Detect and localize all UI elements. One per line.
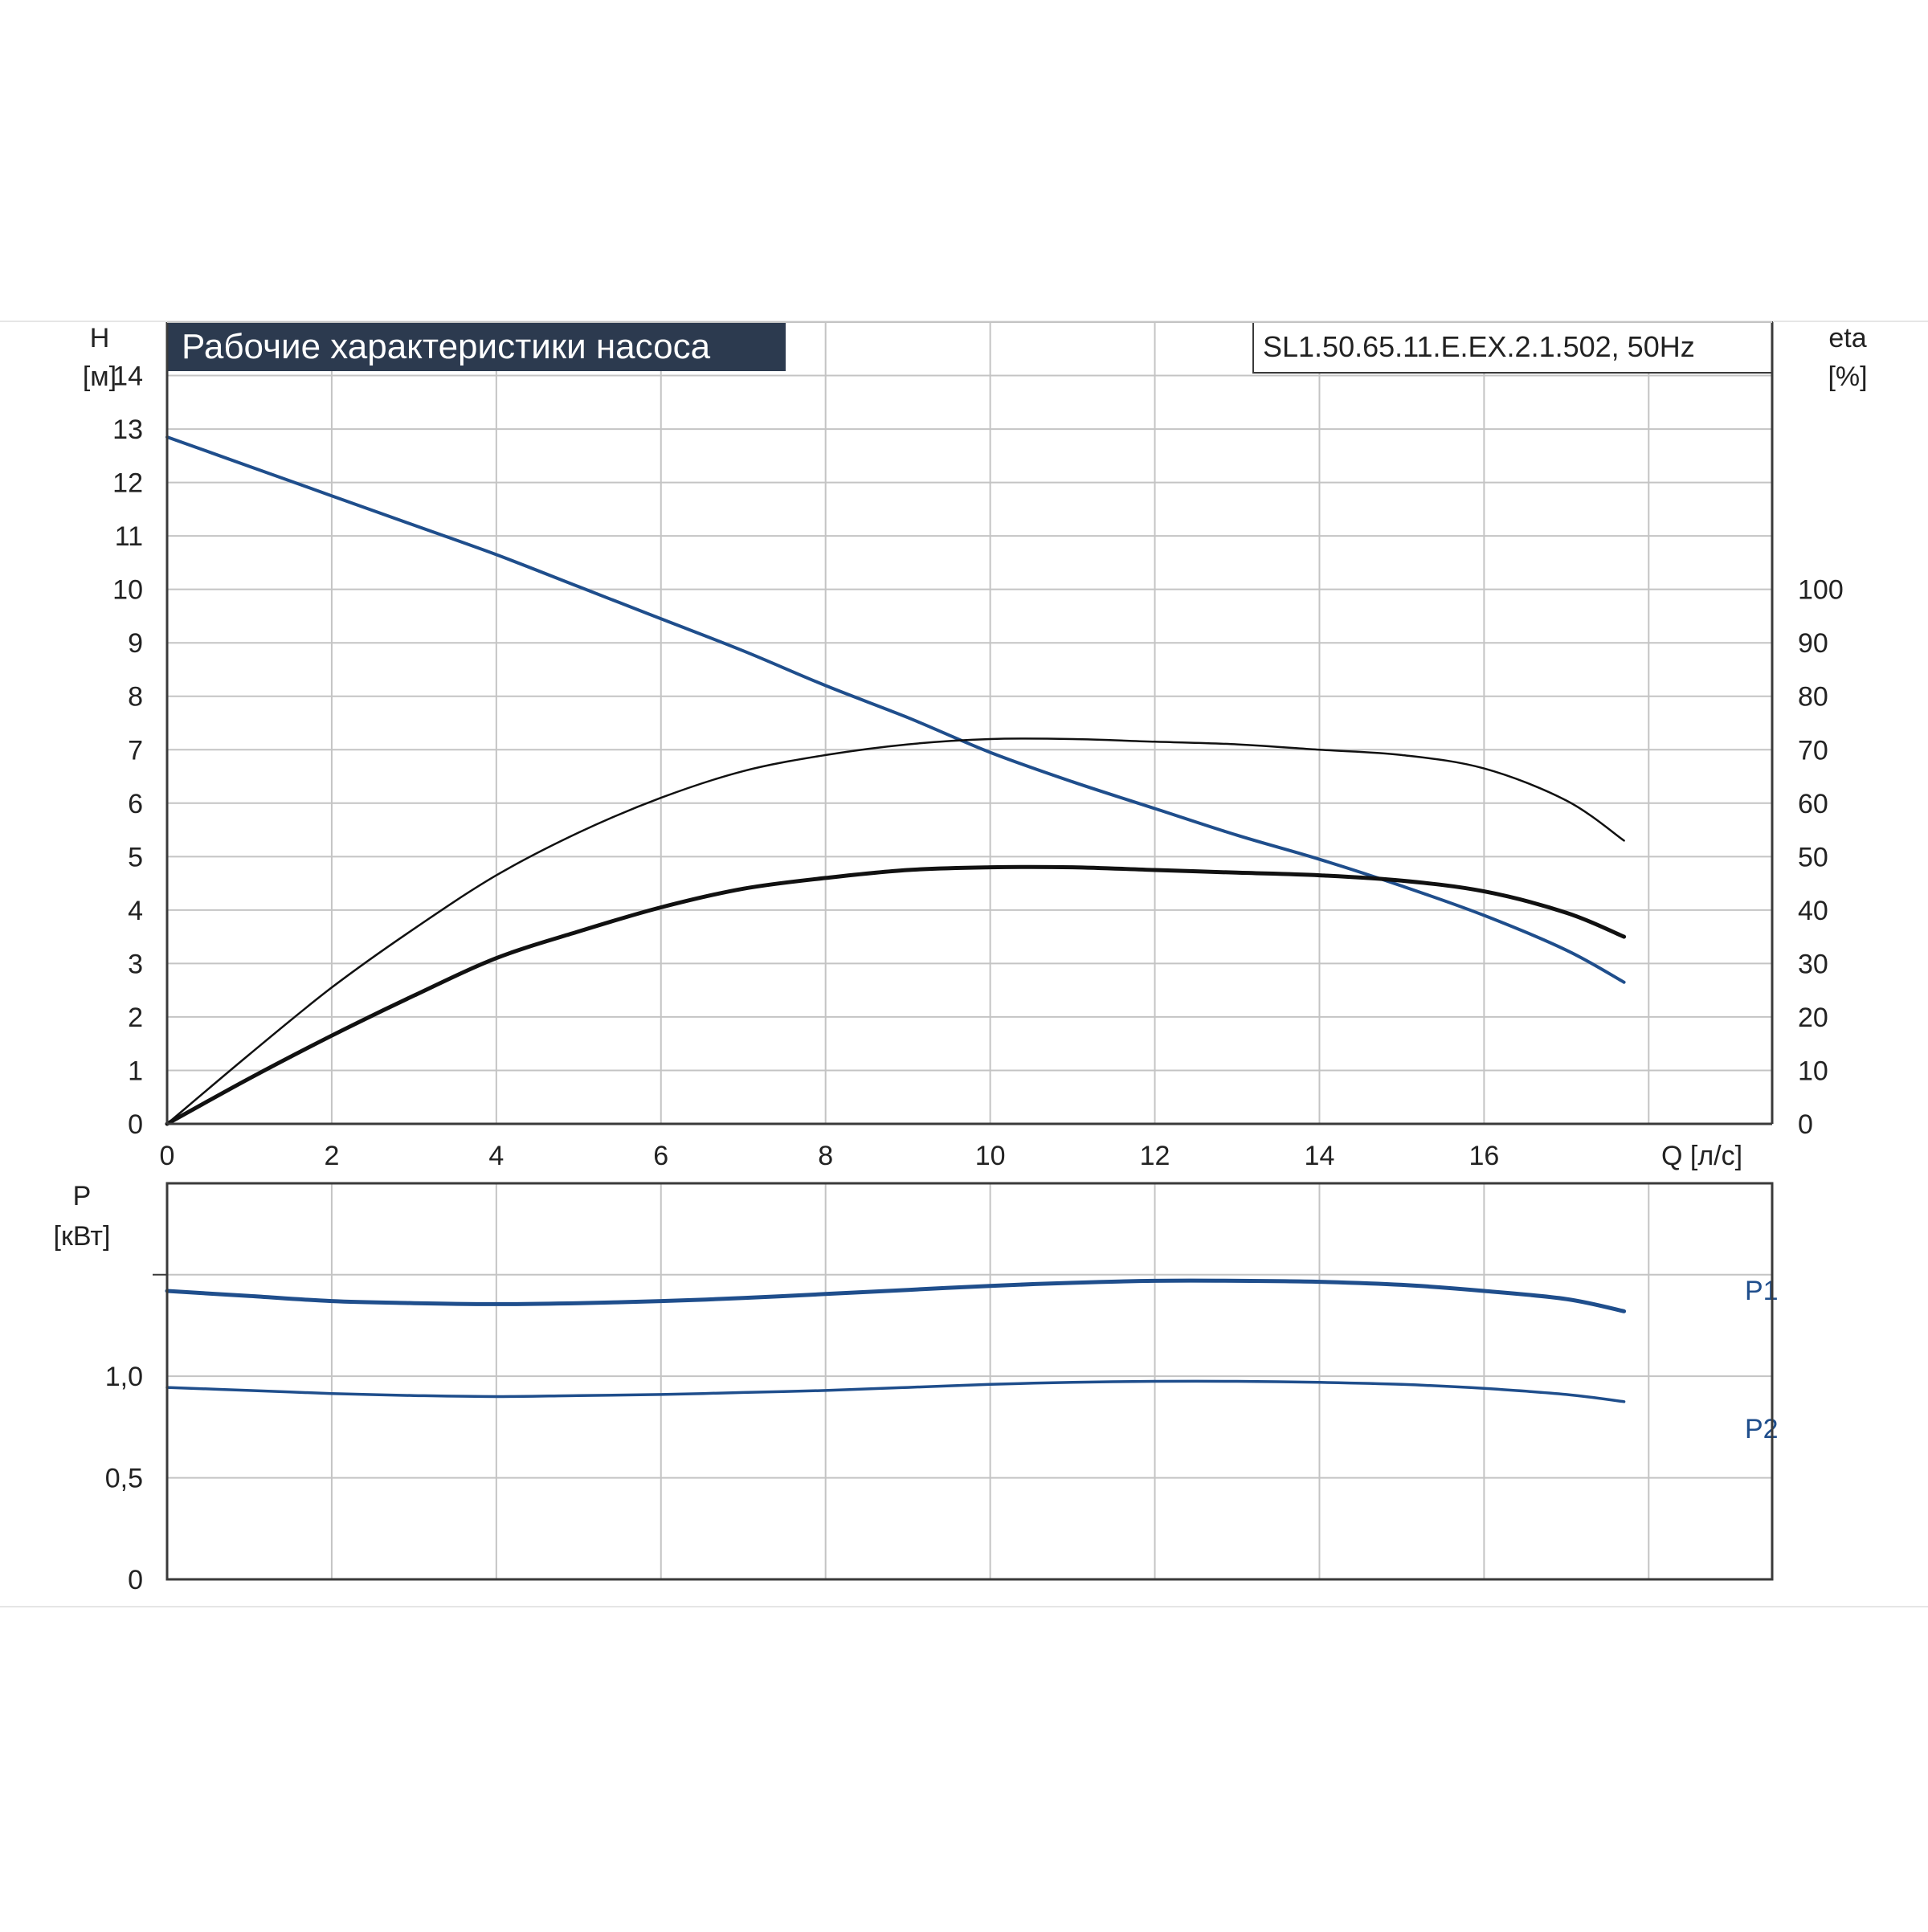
y-axis-label-power: P (73, 1181, 92, 1211)
y-tick-label: 10 (112, 575, 143, 606)
y-tick-label: 9 (128, 628, 143, 659)
y-tick-label: 11 (115, 521, 143, 552)
y2-tick-label: 10 (1798, 1056, 1828, 1086)
y2-tick-label: 40 (1798, 896, 1828, 926)
upper-tick-labels: 0123456789101112131401020304050607080901… (112, 361, 1844, 1171)
power-p2-line (165, 1379, 1626, 1403)
model-label-box (1252, 321, 1773, 374)
y-tick-label: 13 (112, 415, 143, 445)
y-axis-unit-head: [м] (83, 361, 116, 392)
y-tick-label: 1 (128, 1056, 143, 1086)
y2-tick-label: 70 (1798, 735, 1828, 766)
y2-tick-label: 20 (1798, 1003, 1828, 1033)
x-tick-label: 2 (324, 1141, 339, 1171)
model-label: SL1.50.65.11.E.EX.2.1.502, 50Hz (1263, 330, 1695, 363)
x-tick-label: 4 (488, 1141, 504, 1171)
y2-tick-label: 50 (1798, 842, 1828, 872)
chart-title-background (167, 322, 786, 371)
x-tick-label: 8 (818, 1141, 833, 1171)
x-tick-label: 6 (653, 1141, 668, 1171)
y-tick-label: 7 (128, 735, 143, 766)
x-tick-label: 0 (160, 1141, 175, 1171)
lower-tick-labels: 0 0,5 1,0 (105, 1362, 143, 1595)
x-tick-label: 10 (975, 1141, 1006, 1171)
x-tick-label: 14 (1305, 1141, 1335, 1171)
y2-tick-label: 60 (1798, 789, 1828, 819)
y-tick-label: 14 (112, 361, 143, 392)
x-tick-label: 16 (1468, 1141, 1499, 1171)
y2-tick-label: 90 (1798, 628, 1828, 659)
y-tick-label: 12 (112, 468, 143, 499)
y-axis-label-head: H (90, 323, 110, 353)
chart-title: Рабочие характеристики насоса (182, 327, 711, 366)
upper-grid (167, 322, 1772, 1124)
y2-axis-unit-efficiency: [%] (1828, 361, 1867, 392)
y-tick-label: 0,5 (105, 1464, 143, 1494)
upper-series (165, 435, 1627, 1126)
x-axis-label: Q [л/с] (1661, 1141, 1742, 1171)
y2-tick-label: 80 (1798, 682, 1828, 713)
y-tick-label: 1,0 (105, 1362, 143, 1392)
y-tick-label: 4 (128, 896, 143, 926)
y2-tick-label: 0 (1798, 1109, 1813, 1140)
y-tick-label: 3 (128, 949, 143, 979)
y-tick-label: 5 (128, 842, 143, 872)
y-tick-label: 2 (128, 1003, 143, 1033)
head-curve-line (165, 435, 1626, 984)
y-axis-unit-power: [кВт] (54, 1221, 111, 1252)
x-tick-label: 12 (1140, 1141, 1170, 1171)
y2-tick-label: 100 (1798, 575, 1844, 606)
lower-series (165, 1278, 1627, 1403)
y-tick-label: 8 (128, 682, 143, 713)
efficiency-total-line (165, 864, 1627, 1126)
y-tick-label: 0 (128, 1109, 143, 1140)
plot-frames (165, 321, 1774, 1581)
y-tick-label: 0 (128, 1565, 143, 1595)
efficiency-hydraulic-line (165, 737, 1625, 1125)
y2-tick-label: 30 (1798, 949, 1828, 979)
lower-frame (165, 1182, 1774, 1581)
power-p1-line (165, 1278, 1627, 1313)
lower-grid (153, 1183, 1772, 1579)
y2-axis-label-efficiency: eta (1828, 323, 1866, 353)
y-tick-label: 6 (128, 789, 143, 819)
